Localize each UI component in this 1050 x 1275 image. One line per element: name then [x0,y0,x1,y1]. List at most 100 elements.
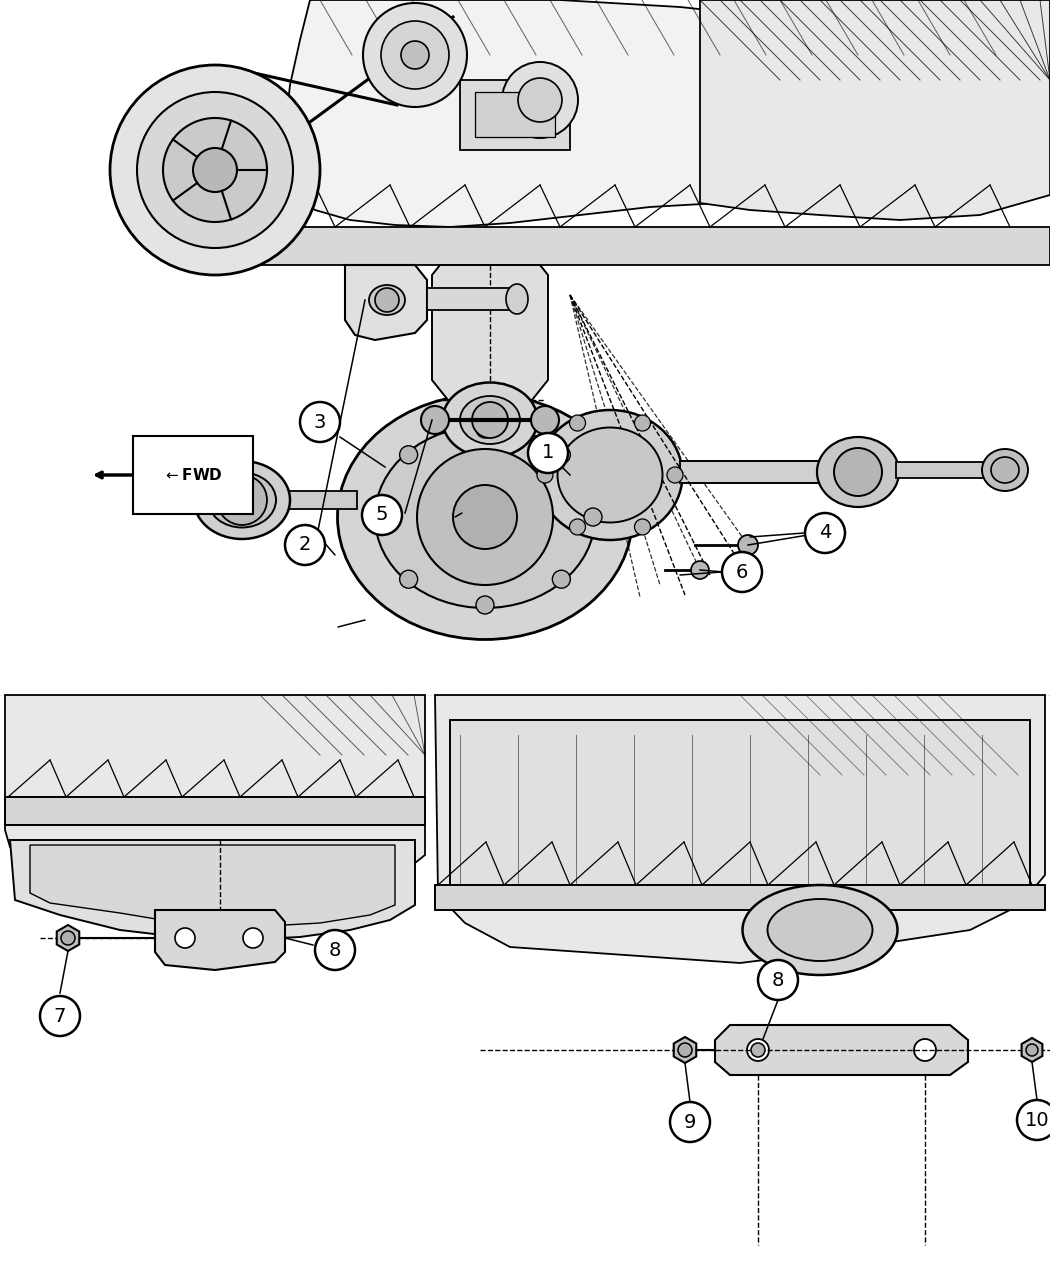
Text: 8: 8 [329,941,341,960]
Circle shape [531,405,559,434]
Ellipse shape [208,473,276,528]
Circle shape [834,448,882,496]
Circle shape [381,20,449,89]
Circle shape [472,402,508,439]
Ellipse shape [817,437,899,507]
Text: 4: 4 [819,524,832,542]
Text: 10: 10 [1025,1111,1049,1130]
Circle shape [163,119,267,222]
Circle shape [401,41,429,69]
Circle shape [747,1039,769,1061]
Circle shape [738,536,758,555]
Polygon shape [10,840,415,940]
Circle shape [584,507,602,527]
Circle shape [1026,1044,1038,1056]
Circle shape [476,595,494,615]
Circle shape [569,519,586,536]
Circle shape [634,519,651,536]
Ellipse shape [460,397,520,444]
Bar [427,288,512,310]
Ellipse shape [558,427,663,523]
Circle shape [243,928,262,949]
Circle shape [217,476,267,525]
Polygon shape [5,695,425,895]
Circle shape [363,3,467,107]
Text: 7: 7 [54,1006,66,1025]
Circle shape [552,570,570,588]
Ellipse shape [991,456,1018,483]
Circle shape [805,513,845,553]
Polygon shape [57,924,79,951]
Circle shape [300,402,340,442]
Polygon shape [715,1025,968,1075]
Ellipse shape [194,462,290,539]
Ellipse shape [982,449,1028,491]
Ellipse shape [506,284,528,314]
Polygon shape [674,1037,696,1063]
Ellipse shape [369,286,405,315]
Ellipse shape [375,426,595,608]
Ellipse shape [768,899,873,961]
Polygon shape [1022,1038,1043,1062]
Circle shape [61,931,75,945]
Circle shape [40,996,80,1037]
Text: 6: 6 [736,562,749,581]
Circle shape [175,928,195,949]
Circle shape [421,405,449,434]
Bar [896,462,996,478]
Circle shape [634,416,651,431]
Circle shape [110,65,320,275]
Circle shape [362,495,402,536]
Bar [435,885,1045,910]
Circle shape [417,449,553,585]
Circle shape [552,446,570,464]
Ellipse shape [337,394,632,640]
Text: $\leftarrow$FWD: $\leftarrow$FWD [163,467,223,483]
Bar [0,0,1050,700]
Polygon shape [432,265,548,400]
Polygon shape [30,845,395,927]
Circle shape [691,561,709,579]
Circle shape [751,1043,765,1057]
Circle shape [569,416,586,431]
Circle shape [368,507,386,527]
Circle shape [375,288,399,312]
Circle shape [670,1102,710,1142]
Circle shape [315,929,355,970]
Circle shape [193,148,237,193]
Circle shape [518,78,562,122]
Circle shape [400,570,418,588]
Circle shape [285,525,326,565]
Text: 9: 9 [684,1113,696,1131]
Text: 3: 3 [314,413,327,431]
Bar [450,720,1030,890]
Text: 8: 8 [772,970,784,989]
Polygon shape [435,695,1045,963]
Bar [265,491,357,509]
Polygon shape [700,0,1050,221]
Circle shape [667,467,682,483]
Circle shape [476,419,494,439]
Bar [5,797,425,825]
Circle shape [914,1039,936,1061]
Bar [460,80,570,150]
Circle shape [758,960,798,1000]
Circle shape [453,484,517,550]
Polygon shape [155,910,285,970]
Circle shape [537,467,553,483]
Polygon shape [285,0,1050,227]
Circle shape [502,62,578,138]
Text: 5: 5 [376,505,388,524]
Circle shape [400,446,418,464]
Bar [680,462,840,483]
Circle shape [528,434,568,473]
Circle shape [1017,1100,1050,1140]
Ellipse shape [742,885,898,975]
Circle shape [722,552,762,592]
Polygon shape [345,265,427,340]
Circle shape [136,92,293,249]
Ellipse shape [442,382,538,458]
Text: 1: 1 [542,444,554,463]
Bar [475,92,555,136]
Circle shape [678,1043,692,1057]
